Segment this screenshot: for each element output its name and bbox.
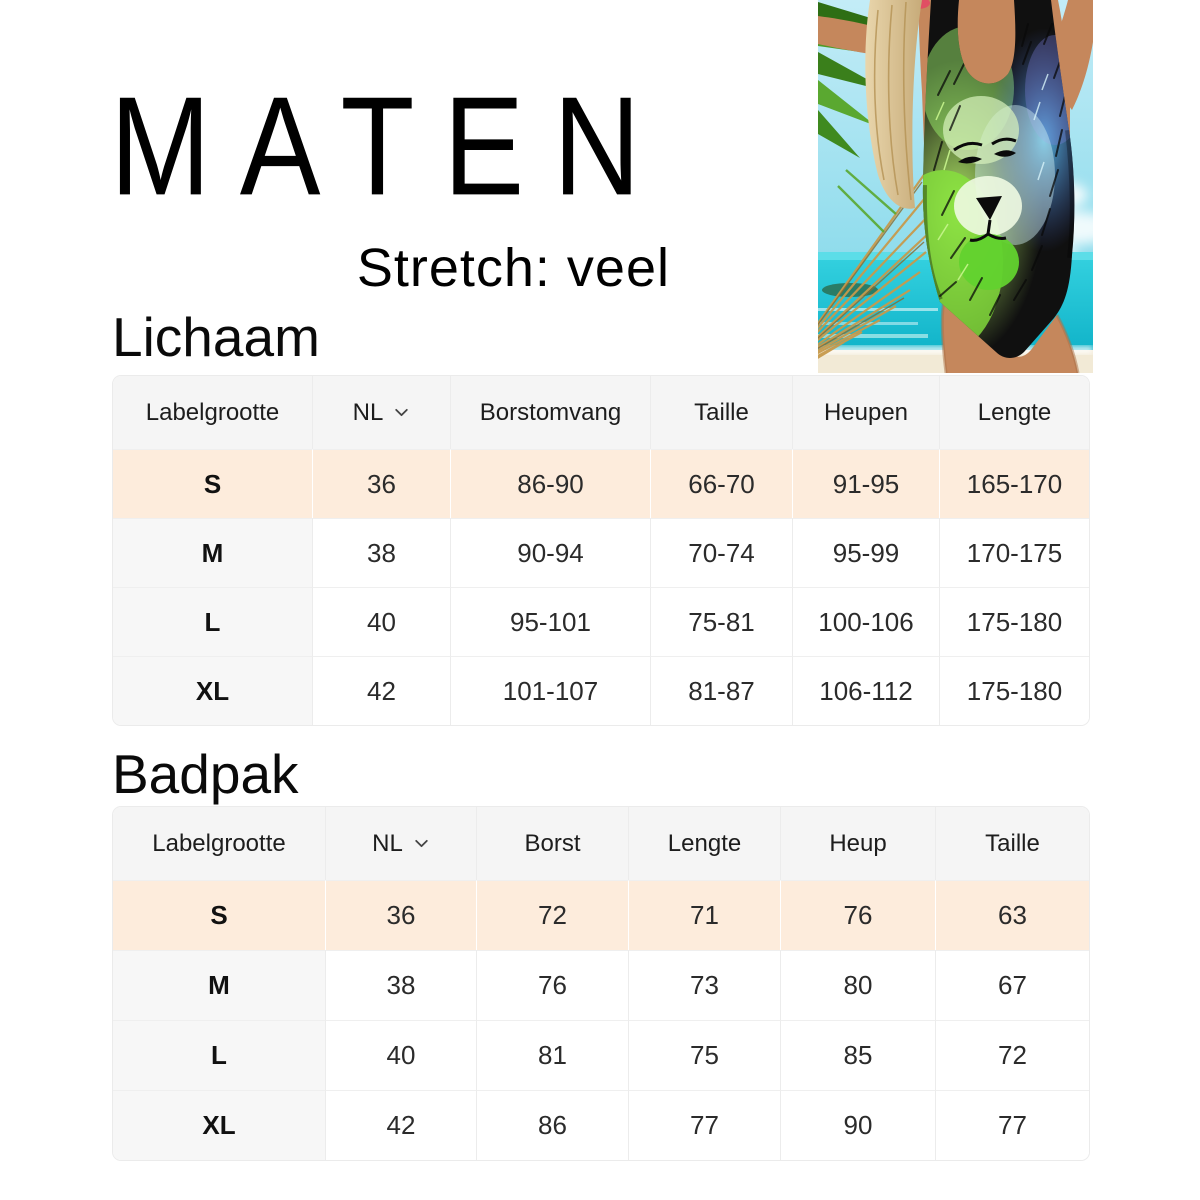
size-value-cell: 63: [935, 880, 1089, 950]
size-row-s[interactable]: S 36 86-90 66-70 91-95 165-170: [113, 449, 1089, 518]
size-row-xl[interactable]: XL 42 101-107 81-87 106-112 175-180: [113, 656, 1089, 725]
chevron-down-icon: [393, 404, 410, 421]
size-value-cell: 72: [476, 880, 628, 950]
size-value-cell: 95-99: [792, 518, 939, 587]
size-value-cell: 95-101: [450, 587, 650, 656]
column-header-heup: Heup: [780, 807, 935, 880]
size-value-cell: 81: [476, 1020, 628, 1090]
header-row: Labelgrootte NL Borstomvang Taille Heupe…: [113, 376, 1089, 449]
size-row-m[interactable]: M 38 76 73 80 67: [113, 950, 1089, 1020]
size-value-cell: 90-94: [450, 518, 650, 587]
size-value-cell: 86-90: [450, 449, 650, 518]
size-label-cell: XL: [113, 656, 312, 725]
size-row-s[interactable]: S 36 72 71 76 63: [113, 880, 1089, 950]
size-value-cell: 106-112: [792, 656, 939, 725]
size-table-lichaam: Labelgrootte NL Borstomvang Taille Heupe…: [112, 375, 1090, 726]
size-value-cell: 91-95: [792, 449, 939, 518]
size-value-cell: 70-74: [650, 518, 792, 587]
size-row-l[interactable]: L 40 81 75 85 72: [113, 1020, 1089, 1090]
column-header-nl: NL: [372, 829, 403, 857]
size-value-cell: 77: [935, 1090, 1089, 1160]
column-header-nl: NL: [352, 398, 384, 426]
size-value-cell: 76: [780, 880, 935, 950]
size-value-cell: 42: [325, 1090, 476, 1160]
size-value-cell: 38: [312, 518, 450, 587]
column-header-labelgrootte: Labelgrootte: [113, 807, 325, 880]
size-value-cell: 175-180: [939, 587, 1089, 656]
title-block: MATEN Stretch: veel: [110, 66, 670, 299]
stretch-subtitle: Stretch: veel: [356, 238, 670, 298]
size-value-cell: 101-107: [450, 656, 650, 725]
header-row: Labelgrootte NL Borst Lengte Heup Taille: [113, 807, 1089, 880]
column-header-labelgrootte: Labelgrootte: [113, 376, 312, 449]
size-value-cell: 66-70: [650, 449, 792, 518]
size-value-cell: 73: [628, 950, 780, 1020]
product-photo: [818, 0, 1093, 373]
size-label-cell: M: [113, 518, 312, 587]
size-value-cell: 75-81: [650, 587, 792, 656]
column-header-taille: Taille: [650, 376, 792, 449]
size-label-cell: XL: [113, 1090, 325, 1160]
column-header-heupen: Heupen: [792, 376, 939, 449]
section-heading-lichaam: Lichaam: [112, 306, 320, 368]
size-value-cell: 81-87: [650, 656, 792, 725]
size-value-cell: 86: [476, 1090, 628, 1160]
size-value-cell: 36: [312, 449, 450, 518]
chevron-down-icon: [413, 835, 430, 852]
size-row-xl[interactable]: XL 42 86 77 90 77: [113, 1090, 1089, 1160]
size-value-cell: 77: [628, 1090, 780, 1160]
size-label-cell: L: [113, 587, 312, 656]
size-value-cell: 42: [312, 656, 450, 725]
size-row-m[interactable]: M 38 90-94 70-74 95-99 170-175: [113, 518, 1089, 587]
size-value-cell: 72: [935, 1020, 1089, 1090]
section-heading-badpak: Badpak: [112, 743, 299, 805]
column-header-lengte: Lengte: [628, 807, 780, 880]
size-value-cell: 40: [325, 1020, 476, 1090]
size-value-cell: 90: [780, 1090, 935, 1160]
size-label-cell: S: [113, 449, 312, 518]
size-value-cell: 100-106: [792, 587, 939, 656]
size-value-cell: 75: [628, 1020, 780, 1090]
column-header-lengte: Lengte: [939, 376, 1089, 449]
size-value-cell: 85: [780, 1020, 935, 1090]
size-row-l[interactable]: L 40 95-101 75-81 100-106 175-180: [113, 587, 1089, 656]
page-title: MATEN: [110, 66, 670, 225]
size-value-cell: 38: [325, 950, 476, 1020]
nl-size-system-dropdown[interactable]: NL: [325, 807, 476, 880]
size-value-cell: 175-180: [939, 656, 1089, 725]
size-label-cell: L: [113, 1020, 325, 1090]
size-label-cell: M: [113, 950, 325, 1020]
size-value-cell: 165-170: [939, 449, 1089, 518]
size-label-cell: S: [113, 880, 325, 950]
size-table-badpak: Labelgrootte NL Borst Lengte Heup Taille: [112, 806, 1090, 1161]
size-value-cell: 76: [476, 950, 628, 1020]
size-value-cell: 36: [325, 880, 476, 950]
nl-size-system-dropdown[interactable]: NL: [312, 376, 450, 449]
column-header-taille: Taille: [935, 807, 1089, 880]
column-header-borstomvang: Borstomvang: [450, 376, 650, 449]
size-value-cell: 170-175: [939, 518, 1089, 587]
product-photo-illustration: [818, 0, 1093, 373]
size-value-cell: 67: [935, 950, 1089, 1020]
size-value-cell: 40: [312, 587, 450, 656]
size-value-cell: 71: [628, 880, 780, 950]
column-header-borst: Borst: [476, 807, 628, 880]
size-value-cell: 80: [780, 950, 935, 1020]
